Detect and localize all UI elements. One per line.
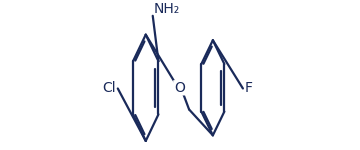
Text: O: O [174, 81, 185, 95]
Text: Cl: Cl [102, 81, 116, 96]
Text: NH₂: NH₂ [153, 2, 180, 16]
Text: F: F [245, 81, 253, 96]
